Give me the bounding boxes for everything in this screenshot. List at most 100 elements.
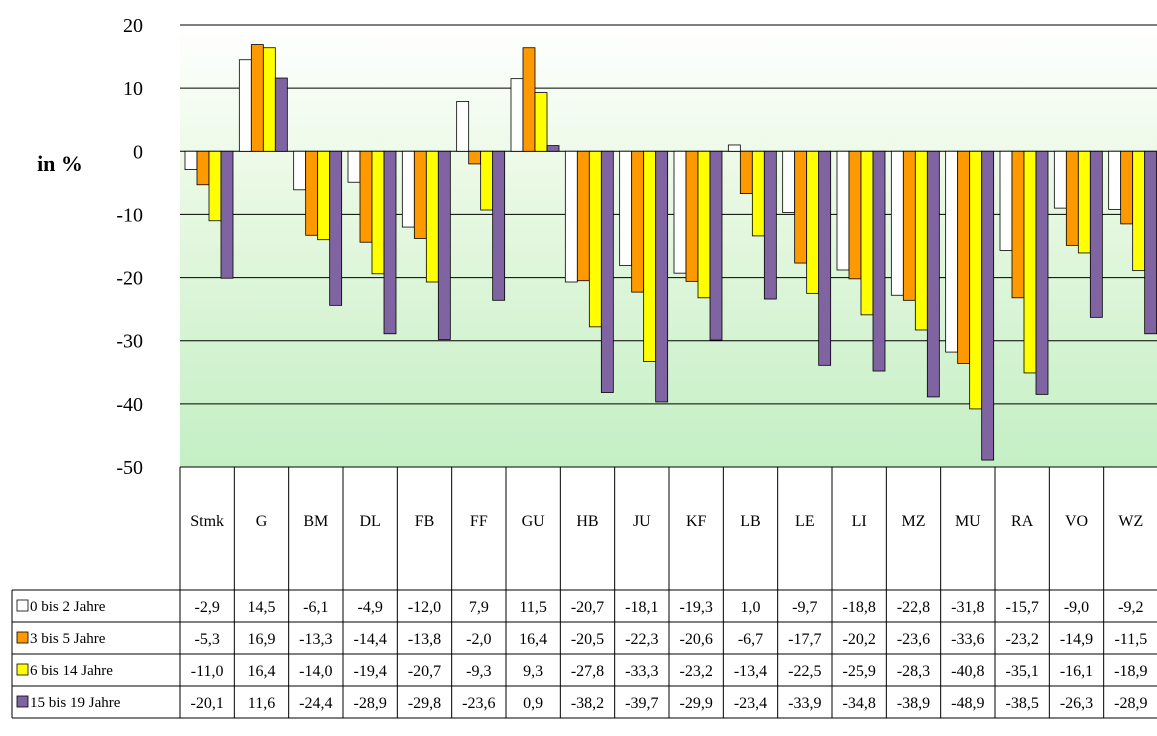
- y-tick-label: -40: [116, 394, 143, 416]
- bar: [208, 150, 222, 222]
- x-tick-label: RA: [1011, 513, 1034, 530]
- data-label: 16,4: [248, 663, 276, 680]
- legend-swatch: [16, 631, 29, 644]
- data-label: -28,9: [1114, 695, 1147, 712]
- bar: [534, 92, 548, 152]
- data-label: 16,9: [248, 631, 276, 648]
- data-label: -17,7: [788, 631, 821, 648]
- data-label: -16,1: [1060, 663, 1093, 680]
- bar: [1144, 150, 1157, 335]
- data-label: -20,2: [843, 631, 876, 648]
- data-label: -22,3: [625, 631, 658, 648]
- data-label: -18,1: [625, 599, 658, 616]
- plot-area: [180, 25, 1157, 467]
- data-label: 11,6: [248, 695, 275, 712]
- data-label: -14,9: [1060, 631, 1093, 648]
- bar: [184, 150, 198, 170]
- data-label: 9,3: [523, 663, 543, 680]
- bar: [1023, 150, 1037, 374]
- bar: [250, 44, 264, 152]
- bar: [794, 150, 808, 264]
- bar: [739, 150, 753, 194]
- data-label: -13,3: [299, 631, 332, 648]
- bar: [1132, 150, 1146, 272]
- y-tick-label: -50: [116, 457, 143, 479]
- x-tick-label: HB: [576, 513, 598, 530]
- x-tick-label: Stmk: [190, 513, 224, 530]
- data-label: -19,3: [680, 599, 713, 616]
- bar: [709, 150, 723, 341]
- bar: [347, 150, 361, 183]
- data-label: -2,9: [195, 599, 220, 616]
- bar: [425, 150, 439, 283]
- data-label: -33,3: [625, 663, 658, 680]
- bar: [274, 77, 288, 152]
- data-label: 16,4: [519, 631, 547, 648]
- bar: [220, 150, 234, 279]
- data-label: -12,0: [408, 599, 441, 616]
- data-label: -20,1: [191, 695, 224, 712]
- data-label: -23,4: [734, 695, 767, 712]
- bar: [492, 150, 506, 301]
- bar: [1077, 150, 1091, 254]
- x-tick-label: MZ: [902, 513, 926, 530]
- x-tick-label: BM: [303, 513, 328, 530]
- bar: [305, 150, 319, 236]
- data-label: -23,2: [680, 663, 713, 680]
- y-tick-label: 0: [133, 141, 143, 163]
- bar: [293, 150, 307, 191]
- bar: [945, 150, 959, 353]
- data-label: -38,2: [571, 695, 604, 712]
- bar: [1053, 150, 1067, 209]
- data-label: -23,2: [1006, 631, 1039, 648]
- x-tick-label: WZ: [1118, 513, 1143, 530]
- data-label: -20,6: [680, 631, 713, 648]
- x-tick-label: LB: [740, 513, 760, 530]
- bar: [317, 150, 331, 241]
- x-tick-label: FB: [415, 513, 435, 530]
- legend-swatch: [16, 663, 29, 676]
- bar: [673, 150, 687, 274]
- bar: [371, 150, 385, 275]
- x-tick-label: FF: [470, 513, 488, 530]
- bar: [262, 47, 276, 152]
- data-label: -6,7: [738, 631, 763, 648]
- data-label: -18,8: [843, 599, 876, 616]
- y-tick-label: -30: [116, 331, 143, 353]
- bar: [957, 150, 971, 364]
- data-label: -20,5: [571, 631, 604, 648]
- data-label: -28,3: [897, 663, 930, 680]
- data-label: 0,9: [523, 695, 543, 712]
- data-label: -6,1: [303, 599, 328, 616]
- data-label: -48,9: [951, 695, 984, 712]
- y-tick-label: -10: [116, 204, 143, 226]
- bar: [902, 150, 916, 301]
- data-label: -40,8: [951, 663, 984, 680]
- legend-swatch: [16, 599, 29, 612]
- x-tick-label: VO: [1065, 513, 1088, 530]
- bar: [413, 150, 427, 239]
- data-label: -18,9: [1114, 663, 1147, 680]
- x-tick-label: GU: [522, 513, 546, 530]
- data-label: -9,2: [1118, 599, 1143, 616]
- bar: [576, 150, 590, 282]
- bar: [685, 150, 699, 282]
- bar: [480, 150, 494, 211]
- data-label: -31,8: [951, 599, 984, 616]
- y-tick-label: 20: [123, 15, 143, 37]
- x-tick-label: LE: [795, 513, 815, 530]
- data-label: -38,9: [897, 695, 930, 712]
- data-label: -34,8: [843, 695, 876, 712]
- data-label: -35,1: [1006, 663, 1039, 680]
- data-label: -22,5: [788, 663, 821, 680]
- bar: [999, 150, 1013, 251]
- bar: [631, 150, 645, 293]
- data-label: 7,9: [469, 599, 489, 616]
- bar: [727, 144, 741, 152]
- bar: [196, 150, 210, 186]
- bar: [383, 150, 397, 335]
- bar: [600, 150, 614, 393]
- legend-swatch: [16, 695, 29, 708]
- bar: [782, 150, 796, 213]
